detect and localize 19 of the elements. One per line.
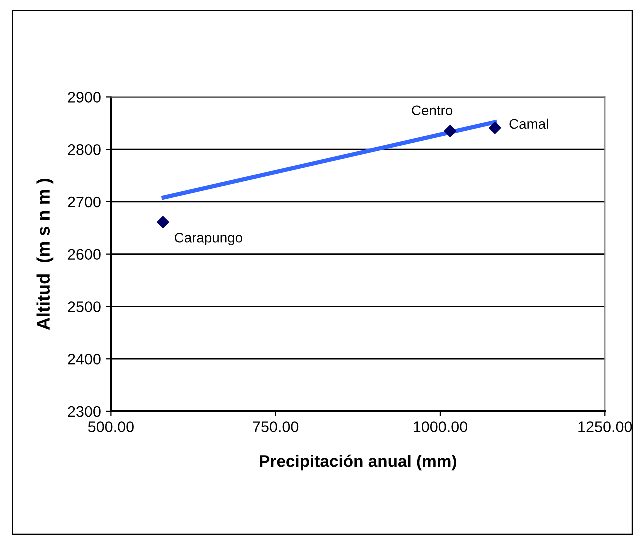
annotation: Centro (412, 106, 453, 116)
y-tick-label: 2400 (68, 354, 101, 365)
point (489, 122, 502, 134)
y-tick-label: 2600 (68, 249, 101, 260)
point (157, 216, 170, 228)
x-tick-label: 1000.00 (414, 422, 468, 432)
y-tick-label: 2800 (68, 144, 101, 156)
y-axis-title: Altitud (m s n m ) (36, 179, 54, 330)
y-tick-label: 2500 (68, 302, 101, 312)
annotation: Camal (510, 118, 548, 130)
y-tick-label: 2900 (68, 92, 101, 103)
y-tick-label: 2300 (68, 406, 101, 418)
x-tick-label: 1250.00 (578, 422, 632, 432)
x-tick-label: 750.00 (253, 422, 299, 432)
x-axis-title: Precipitación anual (mm) (260, 454, 456, 471)
y-tick-label: 2700 (68, 196, 101, 208)
x-tick-label: 500.00 (88, 422, 134, 432)
point (444, 125, 456, 138)
annotation: Carapungo (175, 232, 242, 246)
